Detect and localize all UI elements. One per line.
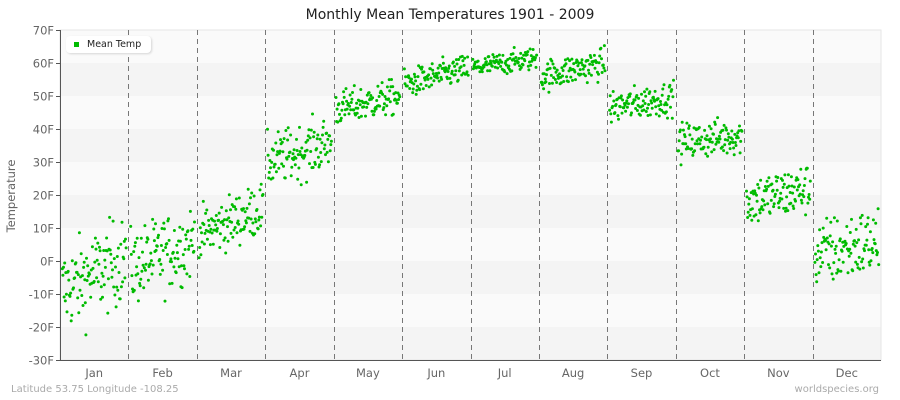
legend-label: Mean Temp: [87, 39, 142, 50]
svg-text:-20F: -20F: [29, 321, 54, 335]
svg-text:Feb: Feb: [152, 366, 172, 380]
svg-text:Jul: Jul: [497, 366, 512, 380]
svg-text:Jan: Jan: [84, 366, 103, 380]
y-axis-label: Temperature: [4, 159, 18, 233]
y-axis-ticks: 70F 60F 50F 40F 30F 20F 10F 0F -10F -20F -30F: [29, 24, 60, 368]
axes: [60, 30, 881, 361]
svg-text:May: May: [356, 366, 380, 380]
source-caption: worldspecies.org: [794, 384, 879, 395]
svg-text:-30F: -30F: [29, 354, 54, 368]
svg-text:30F: 30F: [33, 156, 54, 170]
svg-text:70F: 70F: [33, 24, 54, 38]
legend-square-icon: [74, 42, 79, 47]
svg-text:Sep: Sep: [631, 366, 653, 380]
month-separators: [128, 30, 814, 360]
svg-text:Aug: Aug: [562, 366, 584, 380]
chart-title: Monthly Mean Temperatures 1901 - 2009: [305, 7, 595, 23]
svg-text:-10F: -10F: [29, 288, 54, 302]
svg-text:40F: 40F: [33, 123, 54, 137]
svg-text:Apr: Apr: [290, 366, 310, 380]
location-caption: Latitude 53.75 Longitude -108.25: [11, 384, 179, 395]
x-axis-labels: Jan Feb Mar Apr May Jun Jul Aug Sep Oct Nov Dec: [84, 366, 858, 380]
svg-text:Jun: Jun: [426, 366, 445, 380]
svg-text:Dec: Dec: [836, 366, 858, 380]
svg-text:50F: 50F: [33, 90, 54, 104]
svg-text:60F: 60F: [33, 57, 54, 71]
legend: Mean Temp: [66, 36, 152, 53]
svg-text:10F: 10F: [33, 222, 54, 236]
data-points: [60, 44, 881, 337]
svg-text:Mar: Mar: [220, 366, 242, 380]
svg-text:Nov: Nov: [767, 366, 790, 380]
svg-text:Oct: Oct: [700, 366, 720, 380]
svg-text:20F: 20F: [33, 189, 54, 203]
svg-text:0F: 0F: [40, 255, 54, 269]
